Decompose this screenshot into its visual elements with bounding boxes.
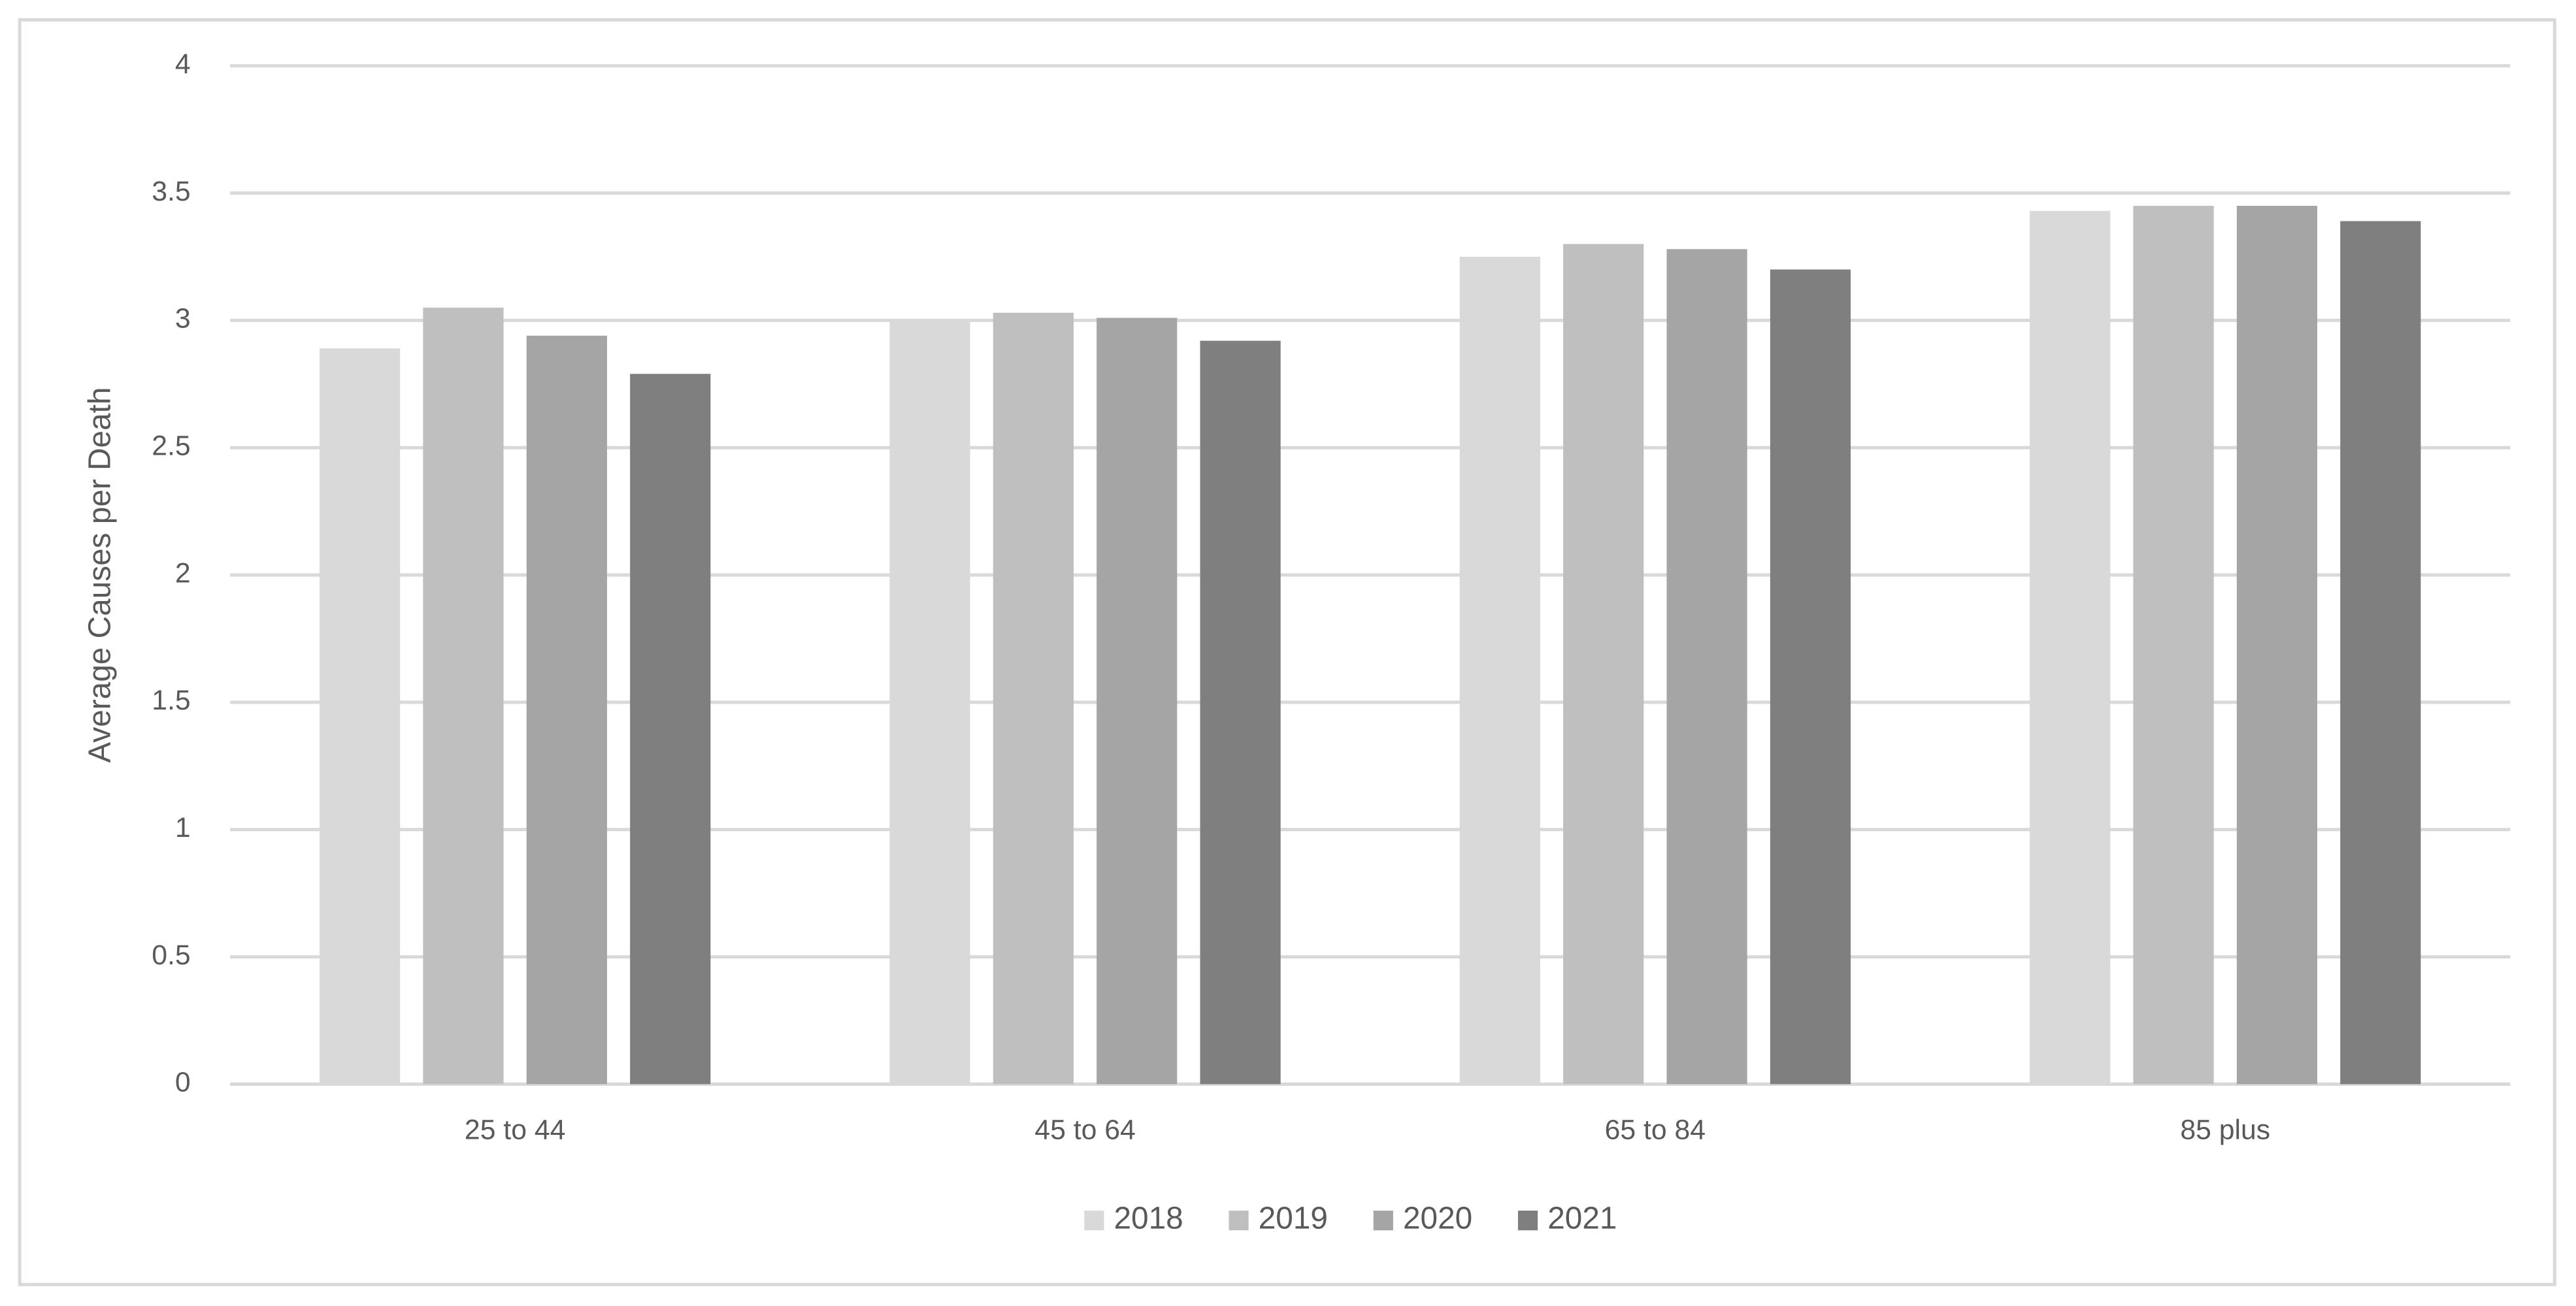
y-tick-label: 2.5 (152, 431, 190, 462)
bar (1200, 340, 1281, 1085)
bar (2133, 206, 2214, 1085)
legend-label: 2018 (1114, 1201, 1183, 1236)
bar (526, 335, 607, 1085)
bar (1666, 249, 1747, 1085)
bar (423, 307, 504, 1085)
y-tick-label: 4 (175, 48, 191, 80)
bar (1097, 318, 1178, 1085)
x-tick-label: 45 to 64 (1034, 1115, 1135, 1146)
bar (1770, 269, 1851, 1085)
legend-swatch (1373, 1211, 1393, 1231)
x-tick-label: 85 plus (2180, 1115, 2270, 1146)
y-tick-label: 2 (175, 557, 191, 589)
bar (2236, 206, 2318, 1085)
legend-swatch (1517, 1211, 1538, 1231)
y-tick-label: 3 (175, 303, 191, 335)
bar (1563, 244, 1644, 1085)
bar (2030, 210, 2111, 1085)
y-tick-label: 0.5 (152, 939, 190, 971)
legend-swatch (1084, 1211, 1104, 1231)
y-tick-label: 1.5 (152, 685, 190, 716)
bar (630, 374, 711, 1085)
x-tick-label: 65 to 84 (1605, 1115, 1706, 1146)
y-tick-label: 3.5 (152, 176, 190, 207)
bar (889, 320, 970, 1085)
y-tick-label: 1 (175, 812, 191, 843)
x-tick-label: 25 to 44 (465, 1115, 565, 1146)
legend-label: 2021 (1547, 1201, 1617, 1236)
y-tick-label: 0 (175, 1067, 191, 1098)
legend-label: 2020 (1403, 1201, 1472, 1236)
bar (319, 348, 401, 1085)
legend-swatch (1229, 1211, 1249, 1231)
bar (2340, 221, 2421, 1085)
y-axis-label: Average Causes per Death (82, 387, 117, 763)
bar (1459, 256, 1540, 1085)
bar (993, 312, 1074, 1085)
legend-label: 2019 (1259, 1201, 1328, 1236)
